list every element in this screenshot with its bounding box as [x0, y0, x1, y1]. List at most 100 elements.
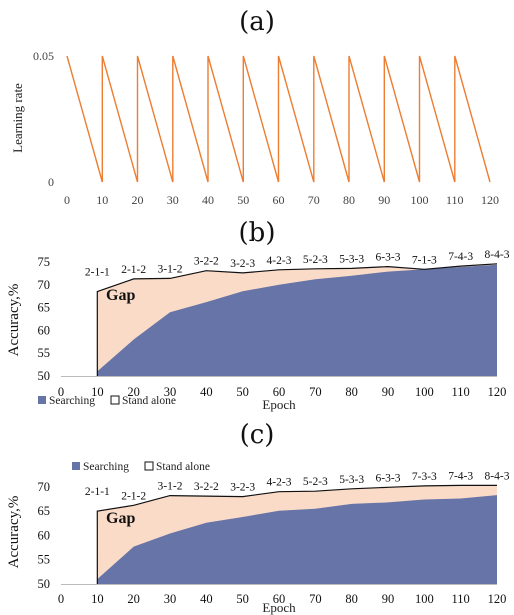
- x-axis-title: Epoch: [262, 397, 296, 412]
- legend-swatch-searching: [72, 462, 80, 470]
- searching-area: [97, 264, 498, 376]
- config-label: 5-3-3: [339, 253, 364, 265]
- config-label: 3-2-3: [230, 482, 255, 494]
- x-tick-label: 90: [382, 385, 395, 399]
- config-label: 5-2-3: [303, 476, 328, 488]
- config-label: 2-1-2: [121, 490, 146, 502]
- x-tick-label: 110: [446, 193, 464, 207]
- config-label: 7-4-3: [448, 251, 473, 263]
- legend-swatch-stand-alone: [144, 461, 154, 471]
- x-tick-label: 20: [132, 193, 144, 207]
- config-label: 7-1-3: [412, 254, 437, 266]
- config-label: 2-1-1: [85, 486, 110, 498]
- x-tick-label: 60: [273, 592, 286, 606]
- x-tick-label: 80: [343, 193, 355, 207]
- x-tick-label: 100: [411, 193, 429, 207]
- x-tick-label: 0: [58, 385, 64, 399]
- x-tick-label: 80: [345, 385, 358, 399]
- x-tick-label: 50: [237, 193, 249, 207]
- y-tick-label: 0: [48, 175, 54, 189]
- config-label: 6-3-3: [376, 252, 401, 264]
- x-tick-label: 40: [202, 193, 214, 207]
- x-tick-label: 60: [273, 193, 285, 207]
- x-tick-label: 70: [309, 592, 322, 606]
- x-tick-label: 10: [91, 592, 104, 606]
- config-label: 2-1-1: [85, 267, 110, 279]
- x-tick-label: 80: [345, 592, 358, 606]
- panel-a: (a) Learning rate 0 10 20 30 40 50 60 70 80 90 100 11…: [10, 7, 499, 207]
- config-label: 4-2-3: [267, 477, 292, 489]
- y-tick-label: 75: [38, 255, 51, 269]
- y-axis-title: Accuracy,%: [6, 496, 22, 569]
- config-label: 7-3-3: [412, 471, 437, 483]
- y-tick-label: 60: [38, 528, 51, 542]
- y-tick-label: 70: [38, 480, 51, 494]
- y-tick-label: 65: [38, 504, 51, 518]
- x-tick-label: 120: [488, 385, 507, 399]
- x-tick-label: 10: [96, 193, 108, 207]
- learning-rate-line: [66, 55, 491, 183]
- config-label: 3-1-2: [158, 481, 183, 493]
- x-tick-label: 100: [415, 385, 434, 399]
- x-tick-label: 50: [236, 385, 249, 399]
- config-label: 8-4-3: [485, 470, 510, 482]
- stand-alone-line: [96, 263, 498, 377]
- legend: Searching Stand alone: [72, 461, 210, 473]
- config-label: 4-2-3: [267, 255, 292, 267]
- y-tick-label: 65: [38, 301, 51, 315]
- legend-label-searching: Searching: [83, 461, 129, 473]
- config-label: 2-1-2: [121, 264, 146, 276]
- x-tick-label: 30: [164, 385, 177, 399]
- panel-label: (c): [240, 420, 275, 450]
- x-tick-label: 70: [308, 193, 320, 207]
- config-label: 3-2-2: [194, 481, 219, 493]
- x-tick-label: 120: [488, 592, 507, 606]
- legend-label-stand-alone: Stand alone: [122, 395, 176, 407]
- config-label: 5-3-3: [339, 474, 364, 486]
- y-tick-label: 50: [38, 369, 51, 383]
- panel-label: (a): [239, 7, 275, 37]
- legend-label-stand-alone: Stand alone: [156, 461, 210, 473]
- searching-area: [97, 495, 498, 584]
- x-tick-label: 50: [236, 592, 249, 606]
- x-tick-label: 110: [452, 385, 470, 399]
- gap-annotation: Gap: [106, 287, 135, 304]
- x-tick-label: 90: [378, 193, 390, 207]
- config-label: 6-3-3: [376, 472, 401, 484]
- y-tick-label: 0.05: [33, 49, 54, 63]
- x-tick-label: 40: [200, 592, 213, 606]
- x-tick-label: 0: [58, 592, 64, 606]
- legend-label-searching: Searching: [49, 395, 95, 407]
- x-tick-label: 30: [167, 193, 179, 207]
- x-axis-title: Epoch: [262, 600, 296, 615]
- config-label: 7-4-3: [448, 470, 473, 482]
- legend-swatch-searching: [38, 396, 46, 404]
- panel-b: (b) Accuracy,% Epoch 0 10 20 30 40 50 60 70 80 90 100…: [6, 218, 510, 412]
- x-tick-label: 70: [309, 385, 322, 399]
- x-tick-label: 20: [127, 592, 140, 606]
- gap-annotation: Gap: [106, 510, 135, 527]
- y-tick-label: 55: [38, 553, 51, 567]
- x-tick-label: 60: [273, 385, 286, 399]
- x-tick-label: 20: [127, 385, 140, 399]
- config-label: 3-1-2: [158, 263, 183, 275]
- y-axis-title: Learning rate: [10, 83, 25, 153]
- y-tick-label: 70: [38, 278, 51, 292]
- config-label: 8-4-3: [485, 249, 510, 261]
- config-label: 3-2-2: [194, 256, 219, 268]
- x-tick-label: 40: [200, 385, 213, 399]
- config-label: 3-2-3: [230, 258, 255, 270]
- y-tick-label: 55: [38, 346, 51, 360]
- x-tick-label: 90: [382, 592, 395, 606]
- y-tick-label: 60: [38, 323, 51, 337]
- stand-alone-line: [96, 484, 497, 585]
- x-tick-label: 100: [415, 592, 434, 606]
- config-label: 5-2-3: [303, 254, 328, 266]
- legend-swatch-stand-alone: [110, 395, 120, 405]
- legend: Searching Stand alone: [38, 395, 176, 407]
- panel-label: (b): [239, 218, 276, 248]
- x-tick-label: 10: [91, 385, 104, 399]
- y-axis-title: Accuracy,%: [6, 284, 22, 357]
- x-tick-label: 110: [452, 592, 470, 606]
